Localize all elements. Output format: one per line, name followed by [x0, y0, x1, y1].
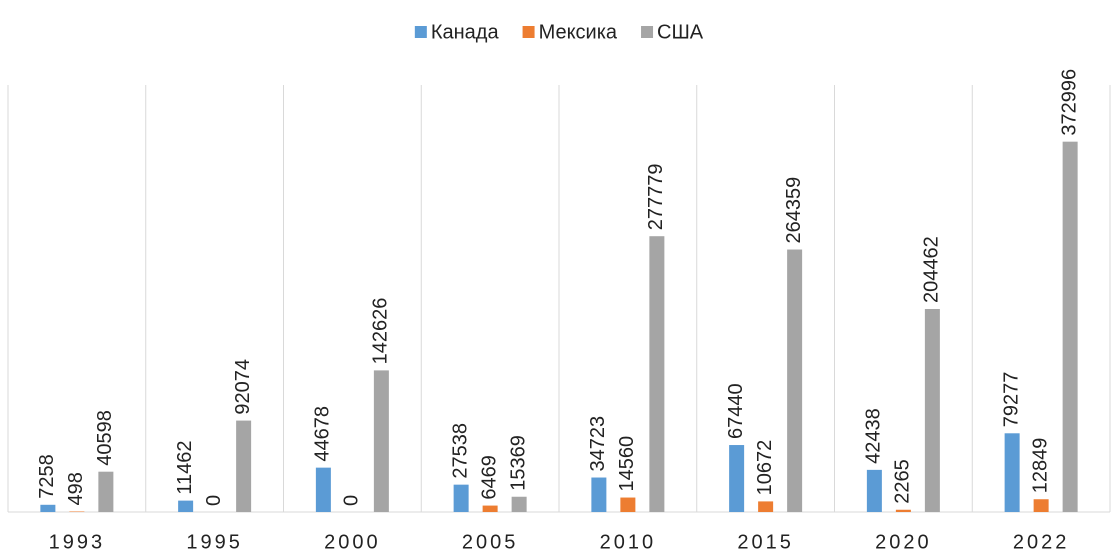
- data-label: 0: [203, 495, 225, 506]
- data-label: 264359: [783, 177, 805, 244]
- data-label: 7258: [36, 454, 58, 499]
- x-tick-label: 1995: [186, 531, 243, 553]
- data-label: 277779: [645, 163, 667, 230]
- bar: [453, 484, 469, 512]
- x-tick-label: 2015: [737, 531, 794, 553]
- x-tick-label: 2000: [324, 531, 381, 553]
- data-label: 204462: [921, 236, 943, 303]
- data-label: 10672: [754, 440, 776, 496]
- data-label: 42438: [863, 408, 885, 464]
- bar: [787, 249, 803, 512]
- bar: [1004, 433, 1020, 512]
- bar: [649, 236, 665, 512]
- bar: [98, 471, 114, 512]
- data-label: 6469: [478, 455, 500, 500]
- bar: [924, 308, 940, 512]
- bar: [40, 504, 56, 512]
- legend-label: Канада: [431, 21, 500, 43]
- bar: [729, 445, 745, 512]
- bar: [315, 467, 331, 512]
- data-label: 27538: [449, 423, 471, 479]
- bar: [511, 496, 527, 512]
- bar: [1062, 141, 1078, 512]
- data-label: 14560: [616, 436, 638, 492]
- data-label: 92074: [232, 359, 254, 415]
- data-label: 12849: [1029, 438, 1051, 494]
- data-label: 79277: [1000, 372, 1022, 428]
- data-label: 142626: [370, 298, 392, 365]
- bar: [482, 505, 498, 512]
- bar: [236, 420, 252, 512]
- x-tick-label: 2005: [462, 531, 519, 553]
- data-label: 40598: [94, 410, 116, 466]
- bar: [620, 497, 636, 512]
- legend-swatch: [641, 26, 654, 38]
- legend-swatch: [414, 26, 427, 38]
- legend-label: Мексика: [539, 21, 618, 43]
- x-tick-label: 1993: [49, 531, 106, 553]
- data-label: 34723: [587, 416, 609, 472]
- data-label: 2265: [892, 459, 914, 504]
- data-label: 0: [341, 495, 363, 506]
- x-tick-label: 2020: [875, 531, 932, 553]
- x-tick-label: 2010: [600, 531, 657, 553]
- data-label: 15369: [507, 435, 529, 491]
- bar: [178, 500, 194, 512]
- legend-label: США: [657, 21, 704, 43]
- data-label: 372996: [1058, 69, 1080, 136]
- data-label: 11462: [174, 440, 196, 494]
- data-label: 498: [65, 472, 87, 505]
- bar: [895, 509, 911, 512]
- bar: [866, 469, 882, 512]
- bar: [758, 501, 774, 512]
- data-label: 67440: [725, 383, 747, 439]
- data-label: 44678: [312, 406, 334, 462]
- legend-swatch: [522, 26, 535, 38]
- bar: [1033, 499, 1049, 512]
- bar: [591, 477, 607, 512]
- x-tick-label: 2022: [1013, 531, 1070, 553]
- bar: [373, 370, 389, 512]
